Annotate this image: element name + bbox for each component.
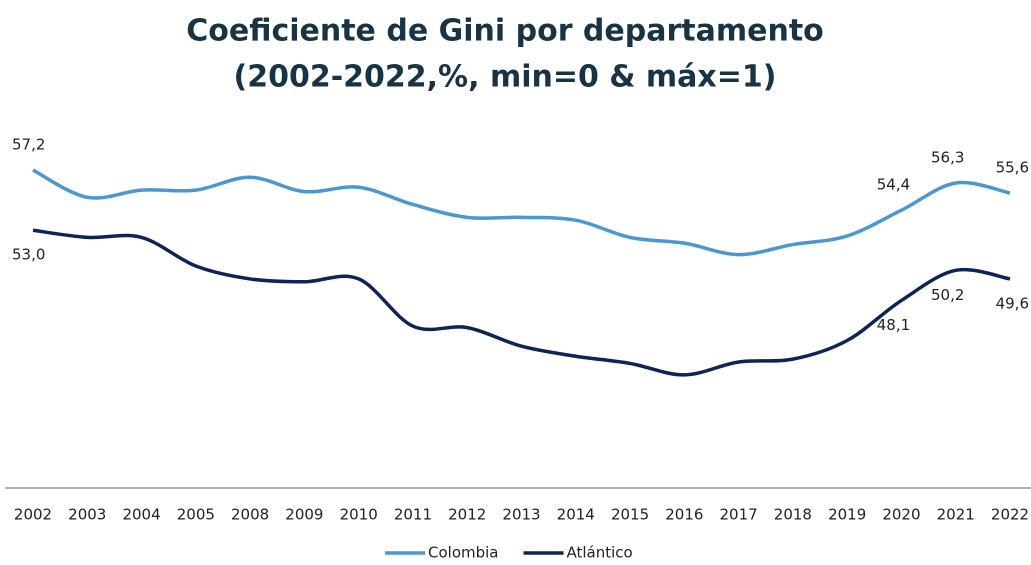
x-tick-label: 2017: [720, 506, 758, 524]
data-label: 53,0: [12, 246, 45, 264]
x-tick-label: 2020: [882, 506, 920, 524]
x-tick-label: 2014: [557, 506, 595, 524]
data-label: 50,2: [931, 286, 964, 304]
x-tick-label: 2016: [665, 506, 703, 524]
x-tick-label: 2004: [122, 506, 160, 524]
x-tick-label: 2003: [68, 506, 106, 524]
legend-label: Colombia: [428, 544, 499, 562]
legend-label: Atlántico: [567, 544, 633, 562]
x-tick-label: 2021: [937, 506, 975, 524]
chart-title: Coeficiente de Gini por departamento: [186, 14, 824, 49]
x-tick-label: 2005: [177, 506, 215, 524]
x-tick-label: 2002: [14, 506, 52, 524]
x-tick-label: 2019: [828, 506, 866, 524]
x-tick-label: 2013: [502, 506, 540, 524]
line: [32, 168, 1011, 257]
data-label: 54,4: [877, 176, 910, 194]
x-tick-label: 2022: [991, 506, 1029, 524]
data-label: 48,1: [877, 316, 910, 334]
x-tick-label: 2008: [231, 506, 269, 524]
x-tick-label: 2011: [394, 506, 432, 524]
line: [32, 228, 1011, 377]
x-tick-label: 2012: [448, 506, 486, 524]
x-tick-label: 2015: [611, 506, 649, 524]
chart-subtitle: (2002-2022,%, min=0 & máx=1): [234, 60, 777, 95]
data-label: 49,6: [996, 294, 1029, 312]
x-tick-label: 2018: [774, 506, 812, 524]
x-tick-label: 2010: [340, 506, 378, 524]
data-label: 55,6: [996, 159, 1029, 177]
data-label: 57,2: [12, 136, 45, 154]
data-label: 56,3: [931, 148, 964, 166]
x-tick-label: 2009: [285, 506, 323, 524]
